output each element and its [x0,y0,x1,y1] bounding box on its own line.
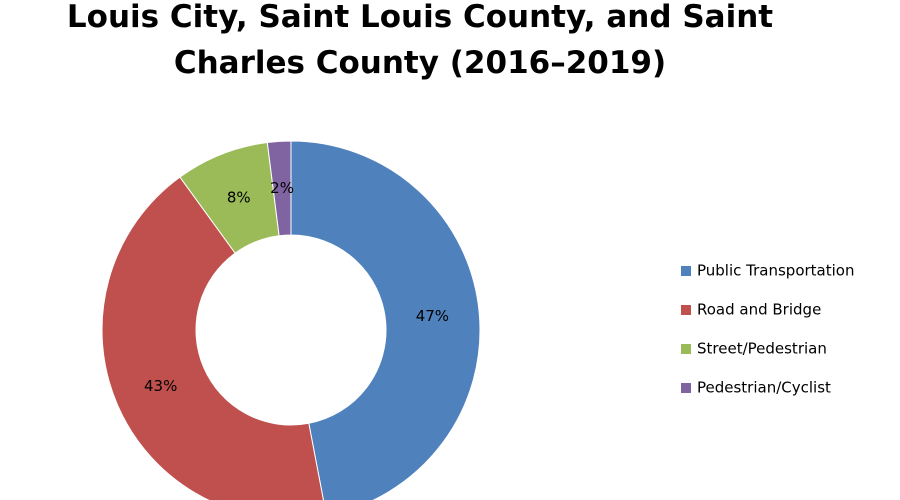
donut-segment [290,140,481,500]
donut-segment [101,176,324,500]
legend-swatch [681,266,691,276]
legend-label: Public Transportation [697,262,854,280]
legend-swatch [681,383,691,393]
donut-segment [266,140,292,237]
legend-label: Street/Pedestrian [697,340,827,358]
legend-swatch [681,305,691,315]
legend-swatch [681,344,691,354]
legend-label: Road and Bridge [697,301,821,319]
chart-title: Louis City, Saint Louis County, and Sain… [66,0,774,81]
legend-label: Pedestrian/Cyclist [697,379,831,397]
data-label: 8% [227,188,251,206]
data-label: 43% [144,377,177,395]
data-label: 2% [270,179,294,197]
data-label: 47% [416,307,449,325]
